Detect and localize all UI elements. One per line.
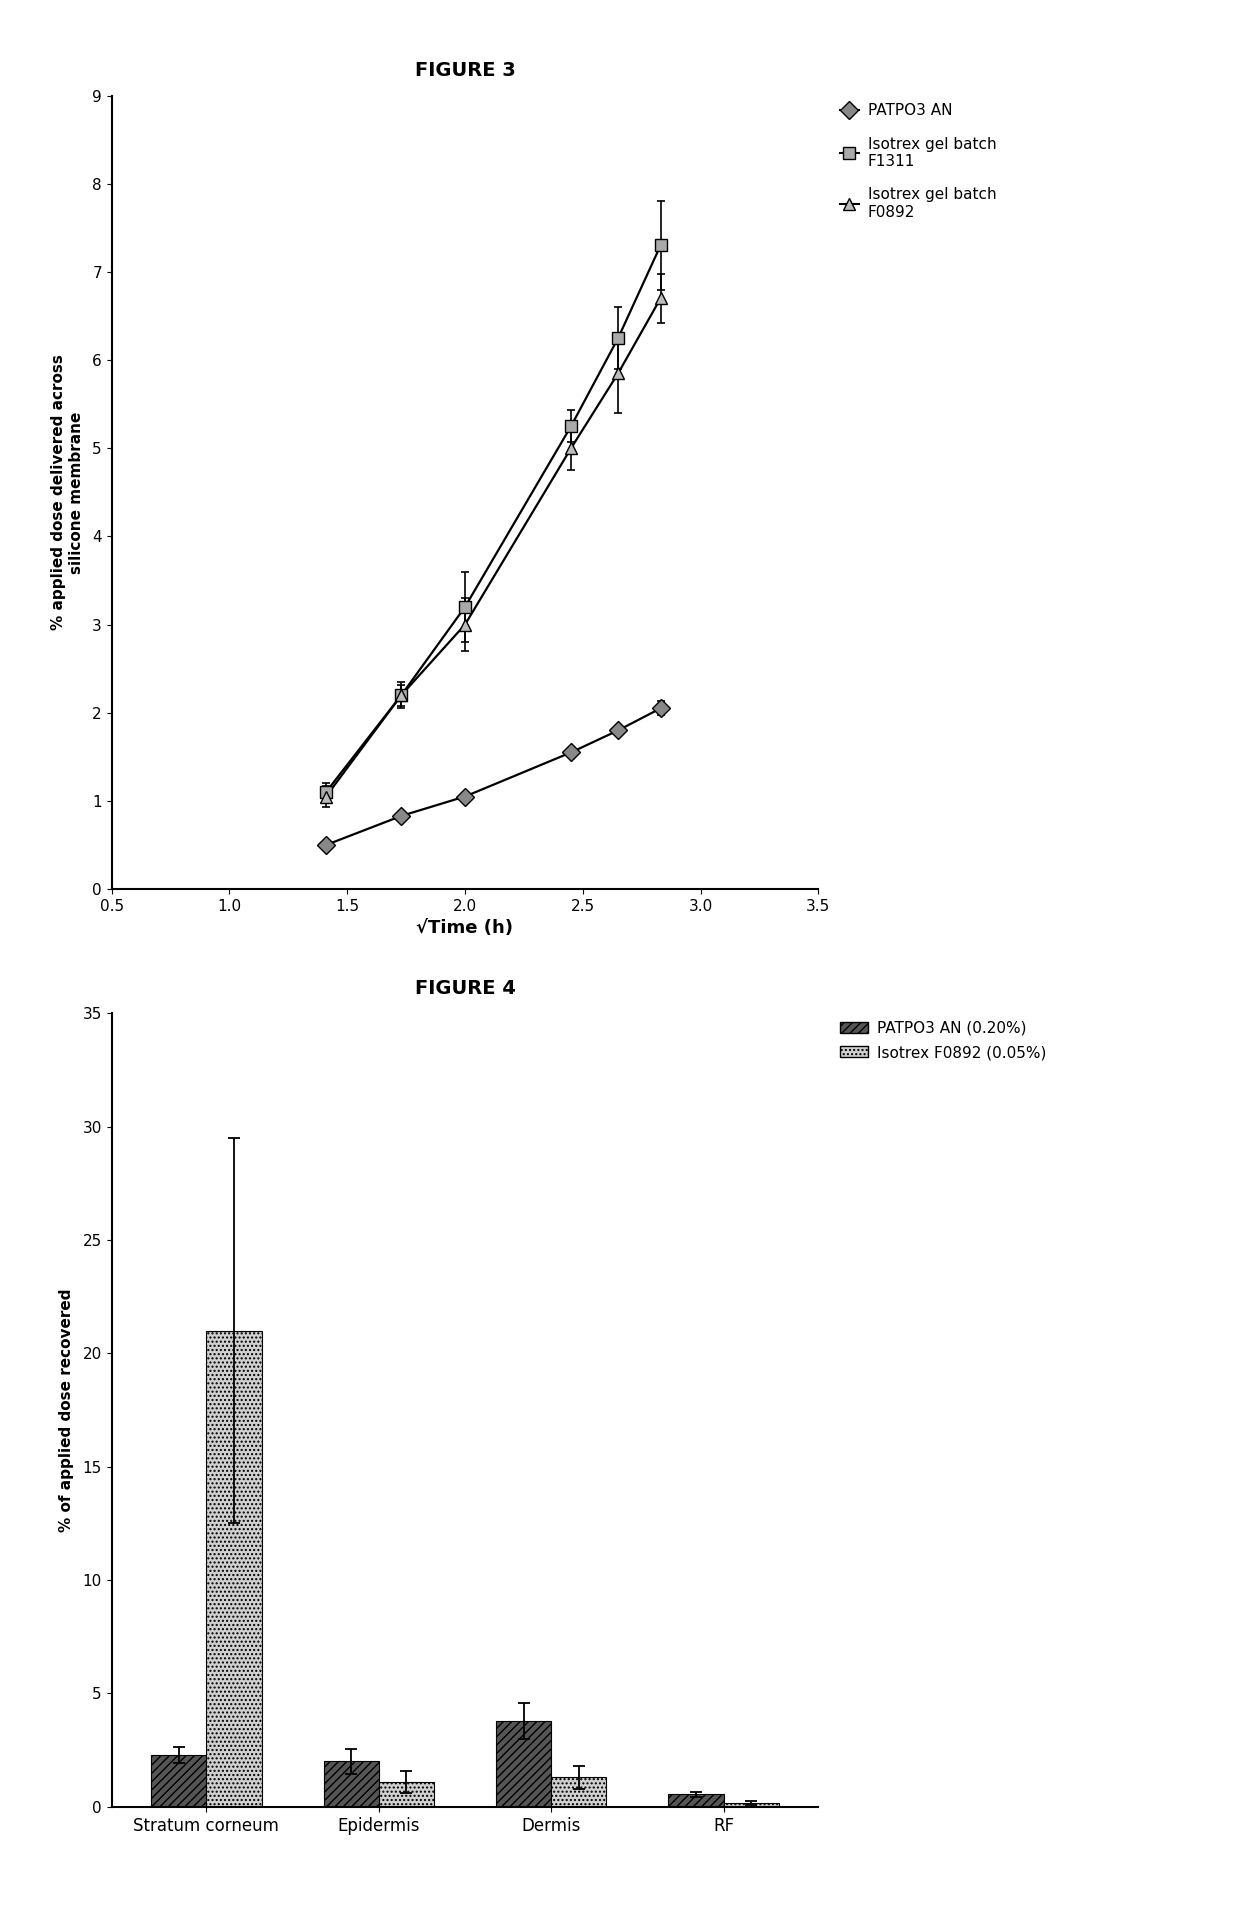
Y-axis label: % applied dose delivered across
silicone membrane: % applied dose delivered across silicone…	[51, 354, 84, 631]
Bar	[496, 1721, 552, 1807]
Bar	[724, 1803, 779, 1807]
Bar	[151, 1755, 206, 1807]
Title: FIGURE 4: FIGURE 4	[414, 979, 516, 998]
Bar	[324, 1761, 378, 1807]
Legend: PATPO3 AN, Isotrex gel batch
F1311, Isotrex gel batch
F0892: PATPO3 AN, Isotrex gel batch F1311, Isot…	[841, 103, 996, 220]
Legend: PATPO3 AN (0.20%), Isotrex F0892 (0.05%): PATPO3 AN (0.20%), Isotrex F0892 (0.05%)	[841, 1021, 1047, 1059]
Y-axis label: % of applied dose recovered: % of applied dose recovered	[60, 1289, 74, 1532]
Bar	[378, 1782, 434, 1807]
Bar	[206, 1331, 262, 1807]
Bar	[668, 1793, 724, 1807]
Title: FIGURE 3: FIGURE 3	[414, 61, 516, 80]
X-axis label: √Time (h): √Time (h)	[417, 920, 513, 937]
Bar	[552, 1778, 606, 1807]
